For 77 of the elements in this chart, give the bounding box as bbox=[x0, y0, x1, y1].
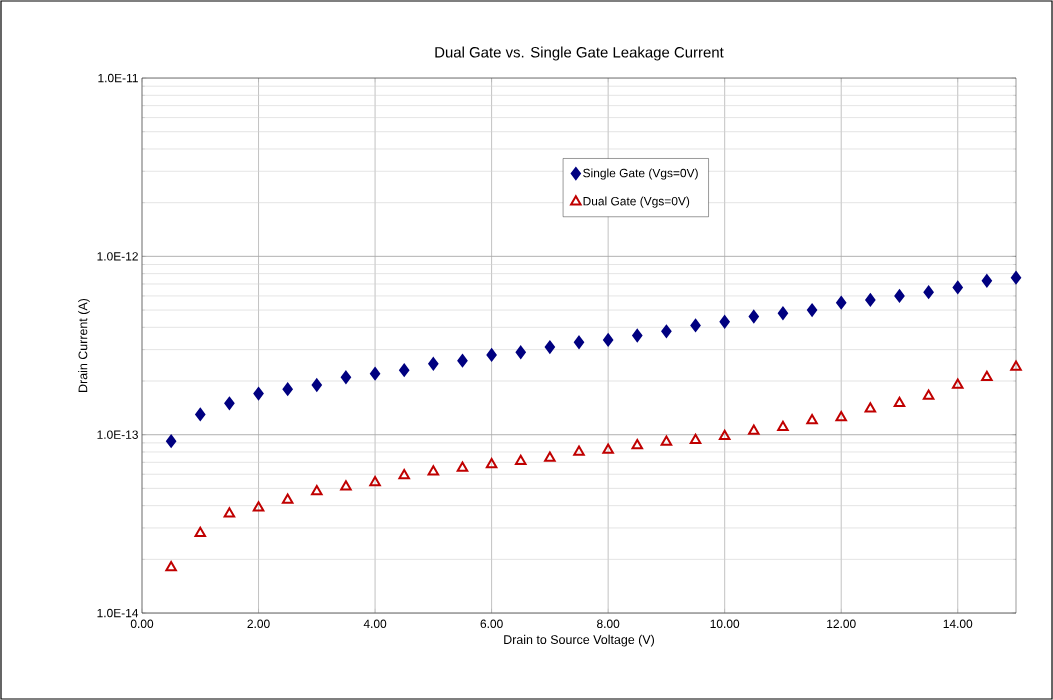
legend-label: Dual Gate (Vgs=0V) bbox=[583, 196, 690, 208]
point bbox=[748, 310, 759, 324]
point bbox=[457, 354, 468, 368]
point bbox=[836, 296, 847, 310]
point bbox=[689, 433, 702, 445]
y-axis-title: Drain Current (A) bbox=[78, 298, 90, 392]
point bbox=[777, 306, 789, 320]
point bbox=[719, 315, 730, 329]
x-tick-label: 0.00 bbox=[130, 619, 154, 629]
point bbox=[864, 402, 877, 413]
point bbox=[514, 454, 527, 465]
point bbox=[661, 324, 672, 338]
point bbox=[224, 396, 235, 410]
point bbox=[281, 493, 294, 504]
point bbox=[806, 303, 818, 317]
point bbox=[777, 420, 789, 432]
point bbox=[632, 328, 643, 342]
x-tick-label: 6.00 bbox=[480, 619, 503, 629]
point bbox=[340, 370, 352, 384]
legend-label: Single Gate (Vgs=0V) bbox=[583, 168, 698, 180]
point bbox=[951, 378, 964, 389]
point bbox=[165, 561, 177, 572]
point bbox=[340, 480, 352, 491]
x-tick-label: 12.00 bbox=[827, 619, 856, 629]
point bbox=[660, 435, 673, 446]
point bbox=[923, 285, 934, 299]
point bbox=[894, 289, 905, 303]
point bbox=[981, 370, 993, 381]
y-tick-label: 1.0E-14 bbox=[97, 608, 139, 618]
x-tick-label: 10.00 bbox=[710, 619, 740, 629]
point bbox=[573, 335, 585, 349]
point bbox=[544, 340, 555, 354]
point bbox=[952, 280, 963, 294]
point bbox=[253, 387, 264, 401]
point bbox=[806, 414, 818, 425]
point bbox=[922, 389, 935, 400]
point bbox=[456, 461, 469, 472]
x-tick-label: 2.00 bbox=[247, 619, 270, 629]
point bbox=[427, 465, 440, 476]
point bbox=[515, 345, 526, 359]
point bbox=[398, 469, 410, 480]
chart-title: Dual Gate vs. Single Gate Leakage Current bbox=[435, 46, 724, 61]
point bbox=[311, 485, 323, 496]
point bbox=[428, 357, 439, 371]
point bbox=[603, 333, 614, 347]
point bbox=[486, 348, 497, 362]
point bbox=[748, 424, 760, 435]
point bbox=[544, 451, 556, 462]
x-tick-label: 4.00 bbox=[363, 619, 387, 629]
point bbox=[1010, 271, 1022, 285]
point bbox=[690, 318, 701, 332]
x-axis-title: Drain to Source Voltage (V) bbox=[504, 634, 655, 647]
x-tick-label: 14.00 bbox=[943, 619, 973, 629]
y-tick-label: 1.0E-13 bbox=[97, 430, 138, 439]
point bbox=[981, 274, 992, 288]
point bbox=[718, 429, 731, 441]
point bbox=[369, 475, 381, 487]
y-tick-label: 1.0E-11 bbox=[98, 73, 138, 83]
point bbox=[835, 410, 847, 422]
point bbox=[223, 507, 236, 518]
point bbox=[311, 378, 322, 392]
point bbox=[282, 382, 293, 396]
y-tick-label: 1.0E-12 bbox=[97, 252, 138, 261]
point bbox=[893, 396, 906, 408]
point bbox=[399, 363, 410, 377]
point bbox=[485, 458, 498, 469]
point bbox=[166, 434, 177, 448]
point bbox=[1010, 360, 1022, 371]
point bbox=[194, 526, 207, 538]
x-tick-label: 8.00 bbox=[597, 619, 620, 629]
point bbox=[573, 445, 585, 456]
point bbox=[369, 367, 381, 381]
point bbox=[195, 407, 206, 421]
point bbox=[865, 293, 876, 307]
point bbox=[631, 438, 644, 450]
point bbox=[252, 501, 265, 512]
point bbox=[602, 443, 614, 454]
